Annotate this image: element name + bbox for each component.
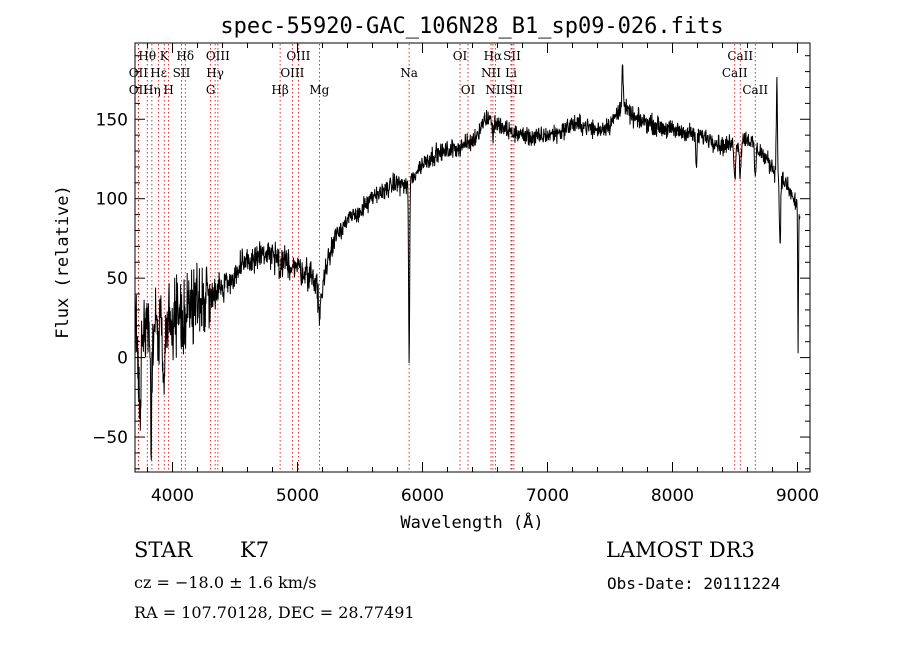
line-label: Hε xyxy=(150,66,167,80)
line-label: G xyxy=(206,83,216,97)
x-tick-label: 9000 xyxy=(776,486,819,506)
line-label: OIII xyxy=(286,49,310,63)
x-axis-label: Wavelength (Å) xyxy=(400,511,543,533)
x-tick-label: 5000 xyxy=(276,486,319,506)
y-tick-label: 0 xyxy=(117,349,128,369)
object-class: STAR xyxy=(134,538,193,562)
redshift-cz: cz = −18.0 ± 1.6 km/s xyxy=(134,573,317,592)
x-tick-label: 8000 xyxy=(651,486,694,506)
line-label: NII xyxy=(481,66,501,80)
y-axis-label: Flux (relative) xyxy=(53,185,73,339)
line-label: Hθ xyxy=(138,49,156,63)
line-label: SII xyxy=(503,49,521,63)
spectrum-line xyxy=(134,64,801,461)
line-label: Hη xyxy=(143,83,161,97)
line-label: CaII xyxy=(727,49,753,63)
line-label: Li xyxy=(505,66,517,80)
line-label: Mg xyxy=(309,83,329,97)
line-label: OII xyxy=(129,83,149,97)
line-label: CaII xyxy=(722,66,748,80)
x-tick-label: 6000 xyxy=(401,486,444,506)
axis-ticks xyxy=(135,43,810,472)
line-label: OI xyxy=(453,49,468,63)
x-tick-label: 4000 xyxy=(151,486,194,506)
y-tick-label: 50 xyxy=(106,269,128,289)
survey-name: LAMOST DR3 xyxy=(606,538,755,562)
line-label: CaII xyxy=(742,83,768,97)
line-label: SII xyxy=(173,66,191,80)
y-tick-label: 100 xyxy=(96,190,128,210)
y-tick-label: 150 xyxy=(96,110,128,130)
object-subclass: K7 xyxy=(240,538,270,562)
axis-tick-labels: 4000 5000 6000 7000 8000 9000 −50 0 50 100 150 xyxy=(92,110,819,506)
chart-title: spec-55920-GAC_106N28_B1_sp09-026.fits xyxy=(220,14,723,39)
plot-frame xyxy=(134,42,811,473)
x-tick-label: 7000 xyxy=(526,486,569,506)
sky-coordinates: RA = 107.70128, DEC = 28.77491 xyxy=(134,603,415,622)
y-tick-label: −50 xyxy=(92,428,128,448)
line-label: Hγ xyxy=(206,66,224,80)
observation-date: Obs-Date: 20111224 xyxy=(607,574,781,593)
line-label: OIII xyxy=(280,66,304,80)
line-label: Hα xyxy=(484,49,503,63)
line-label: Hδ xyxy=(176,49,194,63)
line-label: Na xyxy=(400,66,418,80)
line-label: OI xyxy=(461,83,476,97)
line-label: H xyxy=(163,83,173,97)
line-label: OIII xyxy=(206,49,230,63)
line-label: SII xyxy=(505,83,523,97)
line-label: Hβ xyxy=(271,83,288,97)
line-label: K xyxy=(160,49,170,63)
line-label: NII xyxy=(485,83,505,97)
